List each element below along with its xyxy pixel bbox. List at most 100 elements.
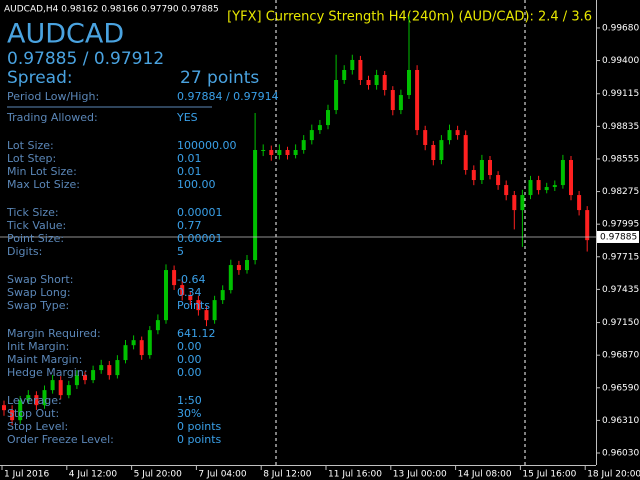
- candle-body: [18, 400, 23, 421]
- candle-body: [34, 395, 39, 406]
- candle-body: [164, 270, 168, 321]
- candle-body: [269, 149, 274, 155]
- panel-label: Margin Required:: [7, 327, 101, 340]
- candle-body: [172, 270, 177, 286]
- y-tick-label: 0.96870: [602, 351, 639, 361]
- candle-body: [585, 210, 590, 241]
- candle-body: [455, 130, 460, 136]
- candle-body: [74, 375, 79, 386]
- candle-body: [350, 59, 355, 70]
- x-tick-label: 7 Jul 04:00: [198, 470, 247, 480]
- indicator-label: [YFX] Currency Strength H4(240m) (AUD/CA…: [227, 10, 592, 25]
- candle-body: [204, 310, 209, 321]
- x-tick-label: 11 Jul 16:00: [328, 470, 382, 480]
- panel-label: Min Lot Size:: [7, 165, 77, 178]
- candle-body: [520, 195, 525, 211]
- candle-body: [374, 74, 379, 86]
- candle-body: [83, 375, 87, 381]
- panel-label: Stop Out:: [7, 407, 59, 420]
- candle-body: [115, 360, 120, 376]
- panel-label: Swap Short:: [7, 273, 73, 286]
- x-tick-label: 4 Jul 12:00: [69, 470, 118, 480]
- panel-label: Swap Type:: [7, 299, 69, 312]
- candle-body: [536, 180, 541, 191]
- candle-body: [577, 195, 582, 211]
- candle-body: [220, 290, 225, 301]
- panel-label: Leverage:: [7, 394, 62, 407]
- panel-label: Order Freeze Level:: [7, 433, 114, 446]
- panel-value: 0.00: [177, 340, 202, 353]
- panel-label: Tick Value:: [6, 219, 66, 232]
- candle-body: [66, 385, 71, 396]
- candle-body: [228, 265, 233, 291]
- candle-body: [188, 295, 193, 301]
- candle-body: [236, 265, 241, 271]
- candle-body: [504, 185, 509, 196]
- candle-body: [512, 195, 517, 211]
- panel-value: 0.97884 / 0.97914: [177, 90, 279, 103]
- x-tick-label: 13 Jul 00:00: [393, 470, 447, 480]
- candle-body: [123, 345, 128, 361]
- candle-body: [42, 390, 47, 406]
- panel-label: Stop Level:: [7, 420, 68, 433]
- candle-body: [528, 180, 533, 196]
- candle-body: [439, 140, 444, 161]
- candle-body: [301, 140, 306, 150]
- panel-label: Swap Long:: [7, 286, 71, 299]
- candle-body: [139, 340, 144, 356]
- panel-value: Points: [177, 299, 210, 312]
- candle-body: [447, 130, 452, 141]
- y-tick-label: 0.96030: [602, 449, 639, 459]
- y-tick-label: 0.98835: [602, 122, 639, 132]
- candle-body: [277, 149, 282, 155]
- candle-body: [131, 340, 136, 346]
- candle-body: [463, 135, 468, 171]
- candle-body: [285, 149, 290, 155]
- candle-body: [261, 149, 266, 151]
- candle-body: [398, 95, 403, 111]
- panel-value: 0 points: [177, 420, 222, 433]
- x-tick-label: 15 Jul 16:00: [522, 470, 576, 480]
- panel-label: Hedge Margin:: [7, 366, 88, 379]
- candle-body: [10, 410, 15, 421]
- candle-body: [544, 187, 549, 191]
- y-tick-label: 0.97715: [602, 252, 639, 262]
- candle-body: [382, 74, 387, 91]
- y-tick-label: 0.99680: [602, 23, 639, 33]
- x-tick-label: 1 Jul 2016: [4, 470, 49, 480]
- y-tick-label: 0.98555: [602, 154, 639, 164]
- panel-value: -0.64: [177, 273, 205, 286]
- candle-body: [560, 160, 565, 186]
- x-tick-label: 14 Jul 08:00: [458, 470, 512, 480]
- candle-body: [26, 395, 31, 401]
- candle-body: [309, 130, 314, 141]
- candle-body: [253, 149, 258, 261]
- candle-body: [326, 110, 330, 126]
- candle-body: [407, 69, 411, 96]
- panel-value: 0.01: [177, 165, 202, 178]
- panel-label: Lot Size:: [7, 139, 54, 152]
- panel-value: 100000.00: [177, 139, 237, 152]
- panel-value: 100.00: [177, 178, 216, 191]
- panel-label: Point Size:: [7, 232, 64, 245]
- panel-label: Trading Allowed:: [6, 111, 98, 124]
- candle-body: [245, 260, 249, 271]
- candle-body: [496, 175, 501, 186]
- y-tick-label: 0.99400: [602, 56, 639, 66]
- candle-body: [293, 149, 298, 155]
- panel-label: Lot Step:: [7, 152, 56, 165]
- current-price-box: [597, 230, 639, 243]
- panel-label: Tick Size:: [6, 206, 59, 219]
- panel-value: 0.00001: [177, 206, 223, 219]
- y-tick-label: 0.96590: [602, 383, 639, 393]
- panel-value: YES: [176, 111, 198, 124]
- current-price-label: 0.97885: [600, 232, 637, 242]
- candle-body: [107, 365, 112, 376]
- panel-value: 1:50: [177, 394, 202, 407]
- candle-body: [155, 320, 160, 331]
- y-tick-label: 0.99115: [602, 89, 639, 99]
- y-tick-label: 0.98275: [602, 187, 639, 197]
- candle-body: [317, 125, 322, 131]
